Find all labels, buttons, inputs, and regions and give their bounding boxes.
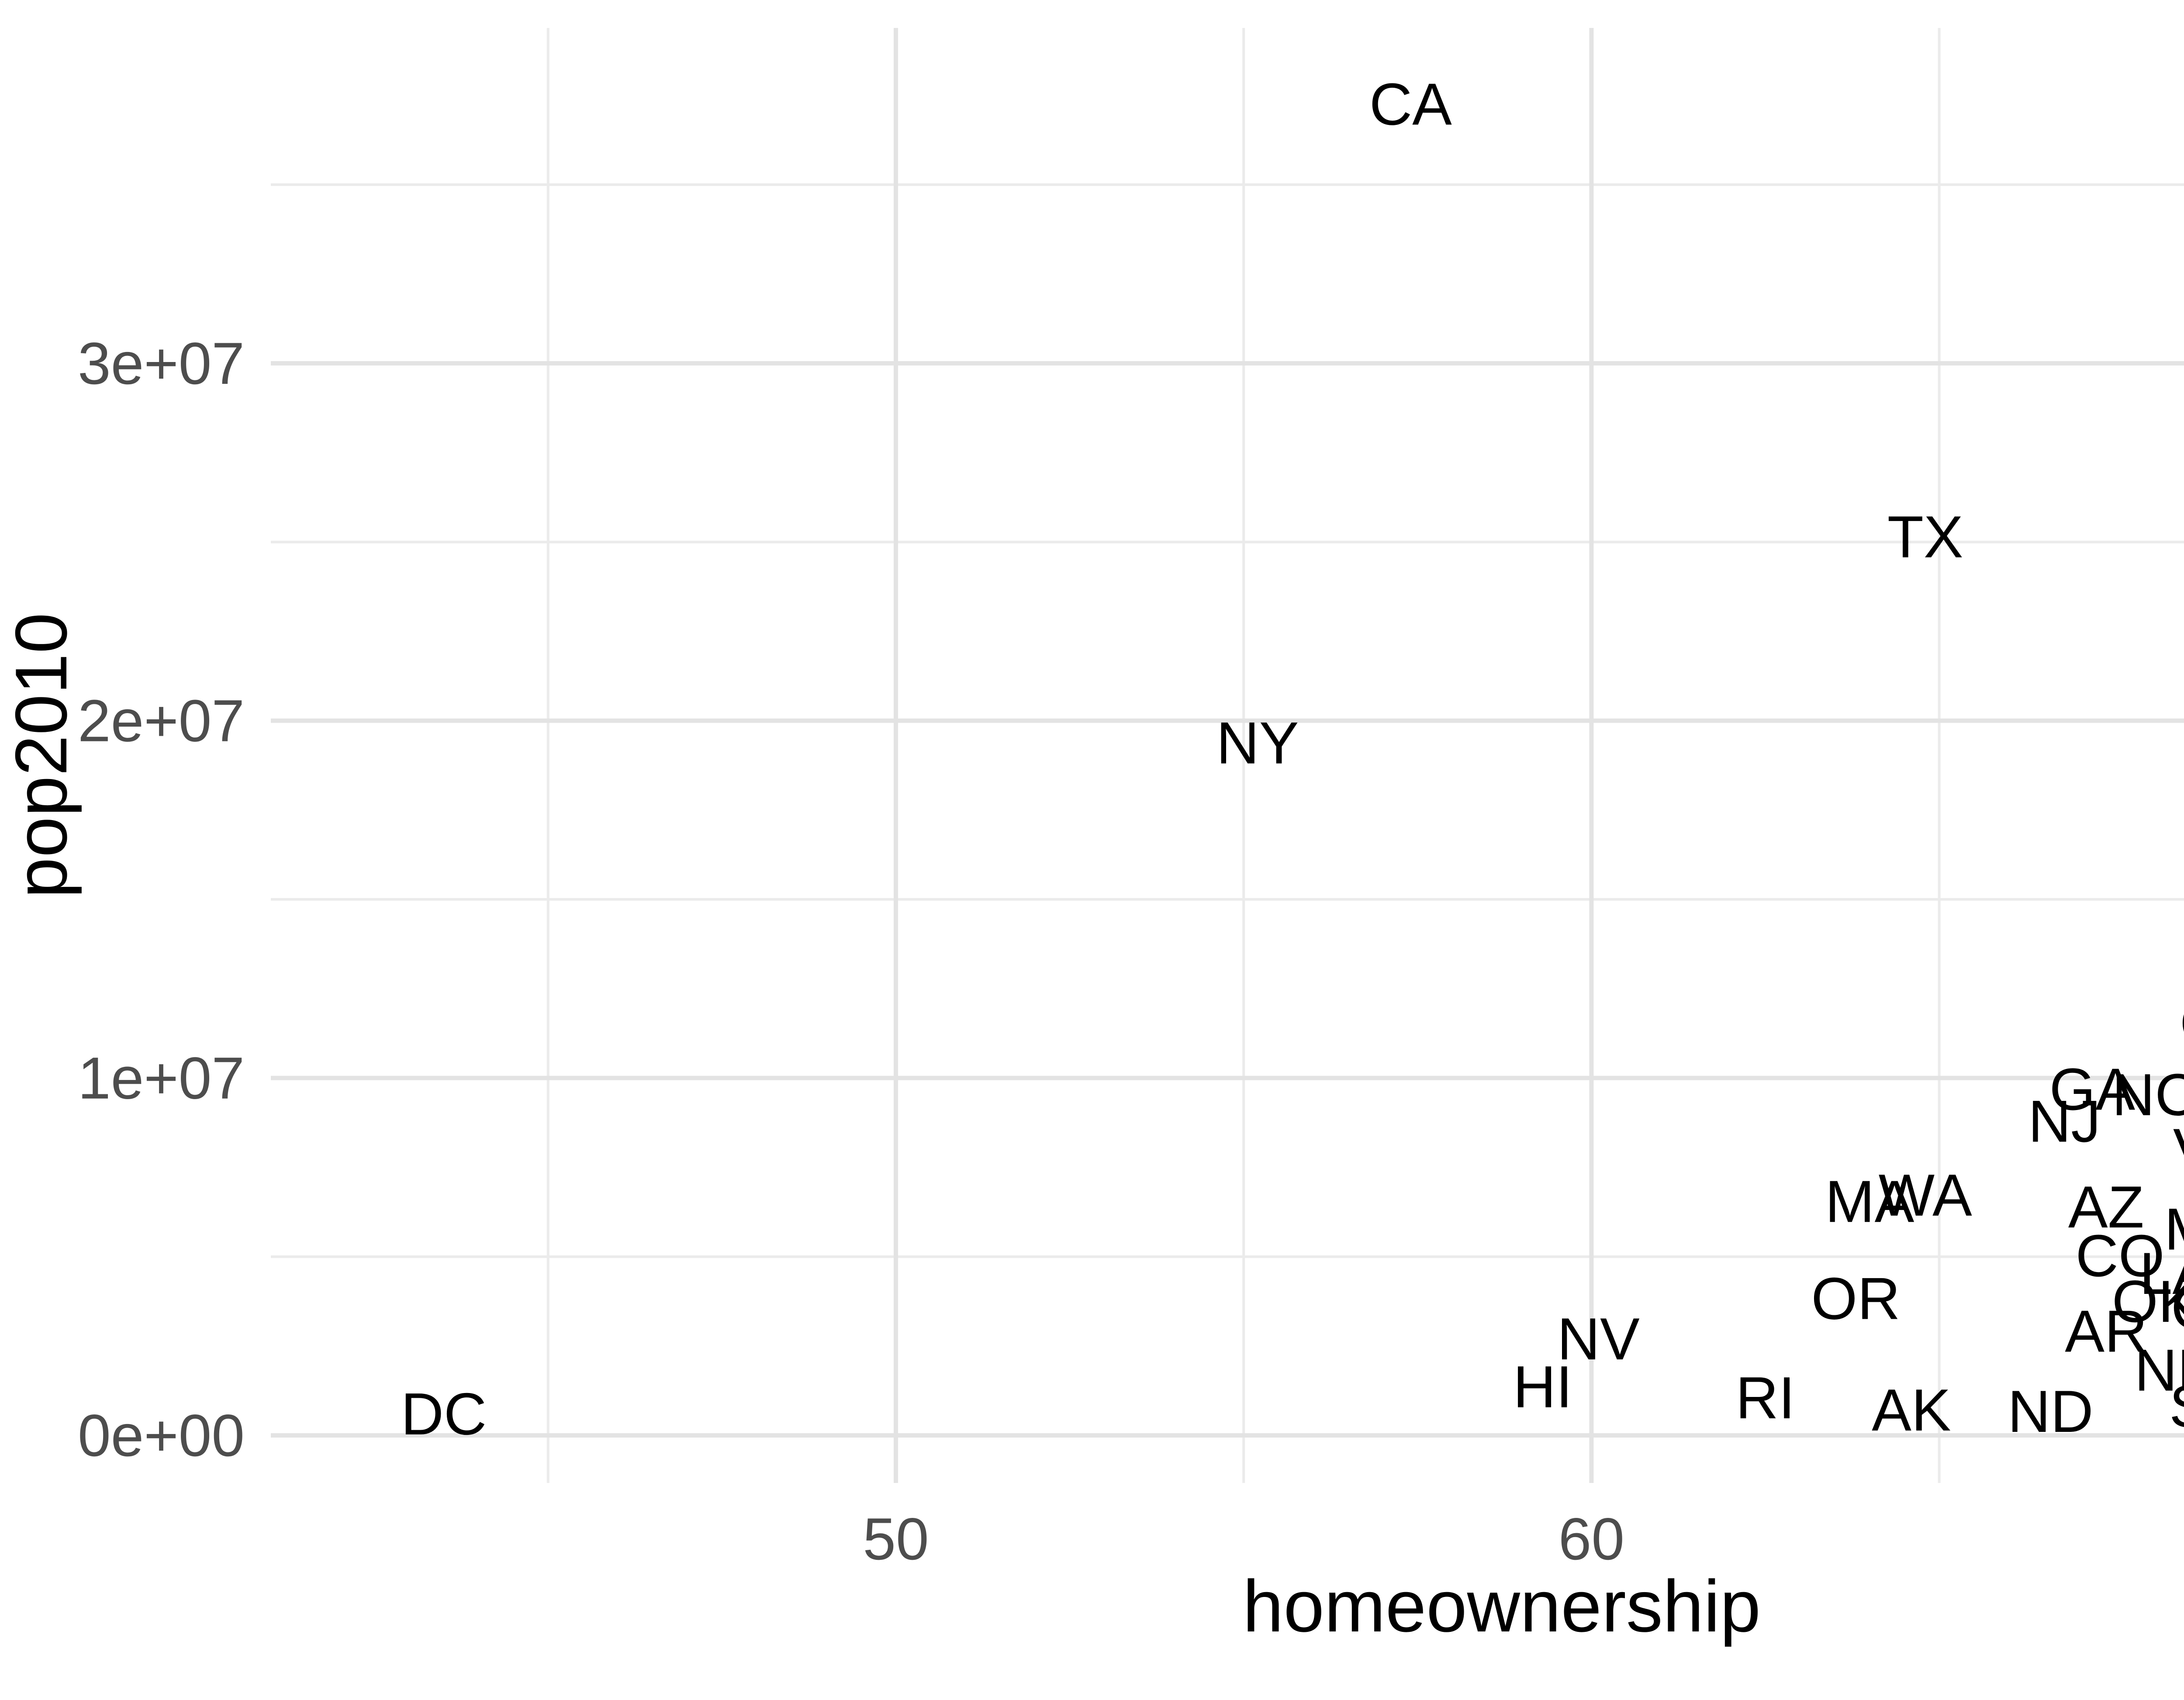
state-label-TX: TX — [1887, 503, 1963, 570]
grid-minor-lines — [271, 28, 2184, 1483]
y-tick-label-3e+07: 3e+07 — [78, 330, 245, 397]
state-label-NE: NE — [2135, 1337, 2184, 1403]
state-label-DC: DC — [401, 1381, 487, 1447]
state-label-LA: LA — [2139, 1240, 2184, 1307]
y-tick-label-2e+07: 2e+07 — [78, 687, 245, 754]
y-tick-label-0e+00: 0e+00 — [78, 1402, 245, 1469]
state-label-VA: VA — [2173, 1116, 2184, 1183]
state-label-NC: NC — [2112, 1062, 2184, 1128]
state-label-GA: GA — [2049, 1056, 2136, 1122]
state-label-RI: RI — [1736, 1365, 1795, 1431]
grid-major-lines — [271, 28, 2184, 1483]
y-tick-label-1e+07: 1e+07 — [78, 1045, 245, 1111]
x-axis-tick-labels: 506070 — [863, 1506, 1624, 1572]
x-axis-title: homeownership — [1243, 1565, 1761, 1647]
state-label-MD: MD — [2164, 1196, 2184, 1262]
state-label-OK: OK — [2112, 1268, 2184, 1334]
state-label-MA: MA — [1825, 1168, 1914, 1234]
state-label-ND: ND — [2008, 1378, 2093, 1445]
state-label-SD: SD — [2169, 1373, 2184, 1439]
state-label-NY: NY — [1216, 710, 1299, 776]
state-label-AZ: AZ — [2068, 1174, 2144, 1240]
state-label-HI: HI — [1513, 1354, 1572, 1420]
y-axis-title: pop2010 — [0, 613, 82, 898]
state-label-OH: OH — [2180, 990, 2184, 1056]
state-label-NV: NV — [1557, 1306, 1640, 1372]
state-label-CO: CO — [2076, 1222, 2165, 1289]
state-label-CT: CT — [2171, 1275, 2184, 1341]
x-tick-label-60: 60 — [1559, 1506, 1624, 1572]
x-tick-label-50: 50 — [863, 1506, 929, 1572]
state-label-CA: CA — [1369, 71, 1452, 137]
y-axis-tick-labels: 0e+00 1e+07 2e+07 3e+07 — [78, 330, 245, 1469]
state-labels: ALAKAZARCACOCTDEDCFLGAHIIDILINIAKSKYLAME… — [401, 71, 2184, 1447]
state-label-AK: AK — [1872, 1377, 1951, 1443]
state-label-AR: AR — [2065, 1298, 2147, 1364]
state-label-WA: WA — [1879, 1162, 1972, 1228]
state-label-NJ: NJ — [2028, 1088, 2101, 1155]
state-label-OR: OR — [1811, 1265, 1901, 1331]
